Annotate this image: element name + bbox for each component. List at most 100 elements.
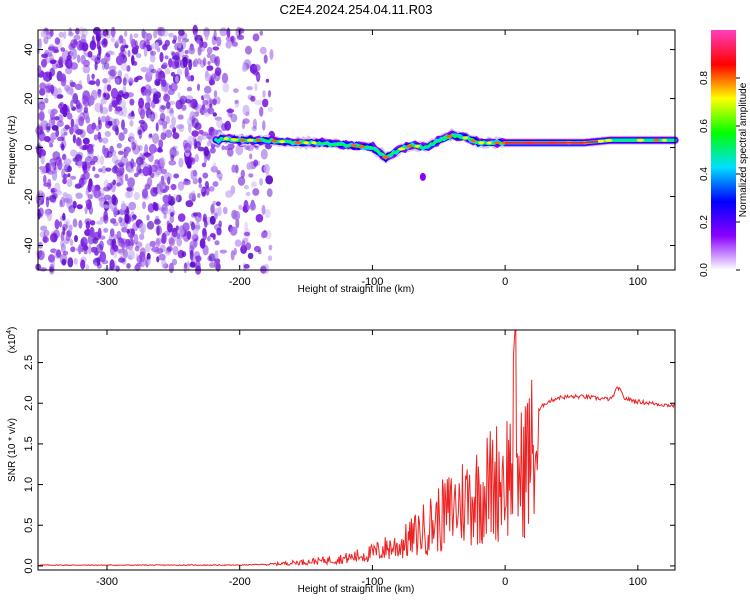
noise-blob xyxy=(137,129,142,136)
noise-blob xyxy=(57,114,64,123)
noise-blob xyxy=(73,34,81,41)
noise-blob xyxy=(57,157,63,162)
ridge-hotspot xyxy=(247,138,254,142)
noise-blob xyxy=(158,180,166,187)
noise-blob xyxy=(214,116,222,121)
noise-blob xyxy=(45,196,52,201)
noise-blob xyxy=(243,231,251,237)
noise-blob xyxy=(51,108,58,115)
noise-blob xyxy=(129,98,135,106)
noise-blob xyxy=(66,55,72,61)
noise-blob xyxy=(206,46,213,55)
noise-blob xyxy=(157,185,164,195)
noise-blob xyxy=(181,251,187,258)
noise-blob xyxy=(108,197,113,205)
noise-blob xyxy=(207,107,215,115)
noise-blob xyxy=(225,40,232,49)
noise-blob xyxy=(89,40,97,51)
noise-blob xyxy=(158,207,167,212)
noise-blob xyxy=(124,173,129,182)
noise-blob xyxy=(70,62,78,70)
noise-blob xyxy=(39,121,47,125)
noise-blob xyxy=(168,160,177,166)
noise-blob xyxy=(147,258,151,265)
noise-blob xyxy=(187,76,191,82)
noise-blob xyxy=(59,143,64,149)
noise-blob xyxy=(158,253,166,261)
colorbar: 0.0 0.2 0.4 0.6 0.8 Normalized spectral ampl… xyxy=(699,30,749,277)
noise-blob xyxy=(40,165,47,175)
noise-blob xyxy=(47,170,54,175)
noise-blob xyxy=(214,212,218,220)
noise-blob xyxy=(78,80,83,86)
noise-blob xyxy=(197,193,201,198)
noise-blob xyxy=(69,81,76,88)
ridge-hotspot xyxy=(636,138,645,142)
noise-blob xyxy=(119,167,125,175)
noise-blob xyxy=(104,150,108,158)
noise-blob xyxy=(118,238,125,248)
noise-blob xyxy=(99,155,105,166)
noise-blob xyxy=(263,54,268,64)
noise-blob xyxy=(54,116,60,121)
noise-blob xyxy=(222,206,228,215)
noise-blob xyxy=(97,90,102,96)
noise-blob xyxy=(93,188,101,199)
noise-blob xyxy=(110,218,117,224)
noise-blob xyxy=(129,232,134,242)
noise-blob xyxy=(96,220,104,225)
noise-blob xyxy=(155,237,163,245)
ridge-hotspot xyxy=(230,138,239,142)
noise-blob xyxy=(263,163,270,174)
noise-blob xyxy=(164,68,171,75)
noise-blob xyxy=(265,175,274,185)
snr-x-ticks: -300 -200 -100 0 100 xyxy=(96,330,647,588)
noise-blob xyxy=(147,152,154,163)
noise-blob xyxy=(54,37,61,45)
noise-blob xyxy=(49,159,56,171)
noise-blob xyxy=(48,44,56,53)
noise-blob xyxy=(141,28,146,39)
noise-blob xyxy=(168,262,174,274)
noise-blob xyxy=(111,99,118,108)
noise-blob xyxy=(178,123,185,133)
noise-blob xyxy=(72,134,76,144)
noise-blob xyxy=(70,175,77,180)
noise-blob xyxy=(46,126,51,131)
noise-blob xyxy=(99,103,103,114)
snr-y-label: SNR (10 * v/v) xyxy=(7,418,18,482)
noise-blob xyxy=(109,69,116,80)
noise-blob xyxy=(121,119,125,130)
noise-blob xyxy=(121,106,128,117)
noise-blob xyxy=(70,118,75,128)
noise-blob xyxy=(81,34,86,44)
noise-blob xyxy=(84,206,88,215)
noise-blob xyxy=(172,193,179,203)
noise-blob xyxy=(168,58,172,66)
x-tick-label: 0 xyxy=(502,276,508,288)
noise-blob xyxy=(91,73,95,79)
noise-blob xyxy=(202,217,207,223)
noise-blob xyxy=(196,39,201,45)
noise-blob xyxy=(100,98,107,105)
colorbar-gradient xyxy=(711,30,736,270)
noise-blob xyxy=(74,154,83,162)
noise-blob xyxy=(263,263,270,274)
noise-blob xyxy=(191,190,196,200)
noise-blob xyxy=(149,54,156,63)
noise-blob xyxy=(42,236,50,243)
noise-blob xyxy=(70,246,76,253)
ridge-hotspot xyxy=(398,147,406,151)
noise-blob xyxy=(191,117,199,129)
noise-blob xyxy=(198,183,203,189)
noise-blob xyxy=(175,51,180,58)
noise-blob xyxy=(113,264,120,272)
noise-blob xyxy=(50,116,56,126)
noise-blob xyxy=(259,178,263,186)
noise-blob xyxy=(52,151,61,160)
noise-blob xyxy=(208,186,215,192)
noise-blob xyxy=(165,115,170,125)
ridge-hotspot xyxy=(661,138,668,142)
noise-blob xyxy=(244,145,251,150)
noise-blob xyxy=(118,132,125,142)
